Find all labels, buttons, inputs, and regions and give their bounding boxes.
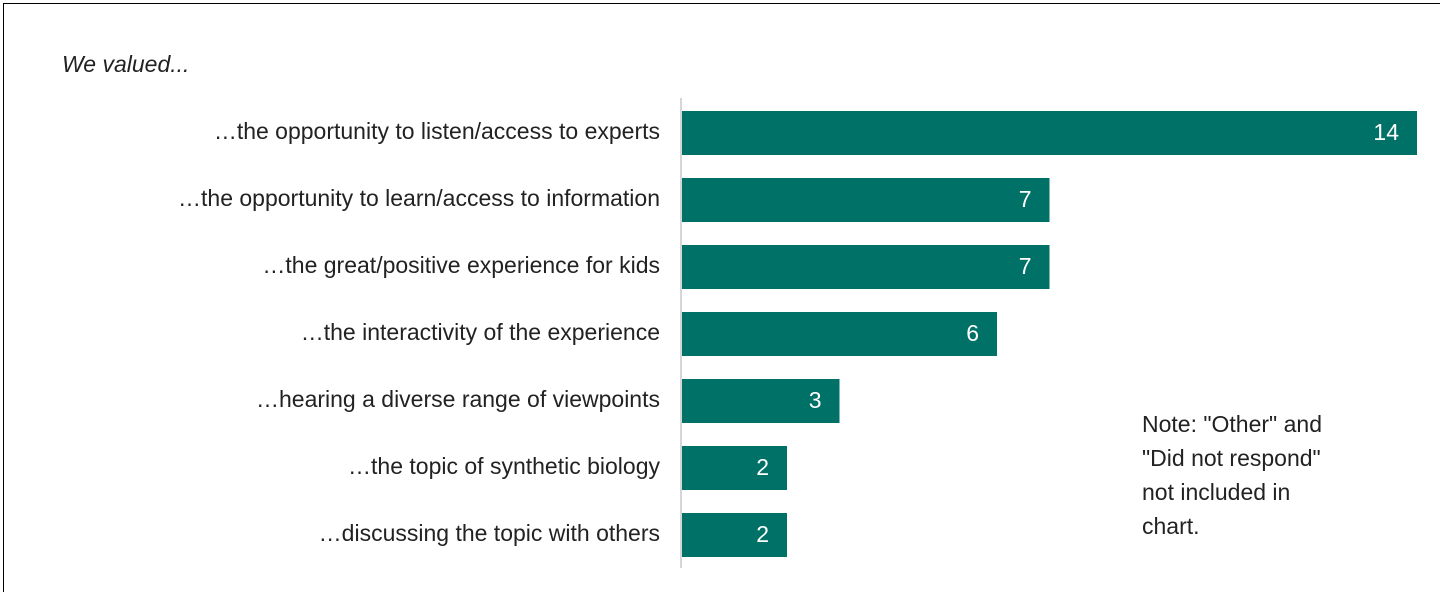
bar xyxy=(682,178,1050,222)
bar xyxy=(682,312,997,356)
note: Note: "Other" and xyxy=(1142,411,1322,437)
chart-title: We valued... xyxy=(62,51,189,77)
bar xyxy=(682,111,1417,155)
category-label: …hearing a diverse range of viewpoints xyxy=(256,386,660,412)
note: "Did not respond" xyxy=(1142,445,1321,471)
value-label: 2 xyxy=(756,521,769,547)
frame xyxy=(3,3,1440,592)
value-label: 7 xyxy=(1019,186,1032,212)
value-label: 14 xyxy=(1373,119,1399,145)
value-label: 2 xyxy=(756,454,769,480)
bar xyxy=(682,245,1050,289)
category-label: …discussing the topic with others xyxy=(319,520,660,546)
note: not included in xyxy=(1142,479,1290,505)
category-label: …the opportunity to learn/access to info… xyxy=(178,185,660,211)
category-label: …the great/positive experience for kids xyxy=(262,252,660,278)
category-label: …the interactivity of the experience xyxy=(301,319,660,345)
note: chart. xyxy=(1142,513,1200,539)
bar xyxy=(682,513,787,557)
bar xyxy=(682,379,840,423)
value-label: 7 xyxy=(1019,253,1032,279)
value-label: 3 xyxy=(809,387,822,413)
category-label: …the topic of synthetic biology xyxy=(348,453,660,479)
value-label: 6 xyxy=(966,320,979,346)
bar xyxy=(682,446,787,490)
category-label: …the opportunity to listen/access to exp… xyxy=(214,118,660,144)
